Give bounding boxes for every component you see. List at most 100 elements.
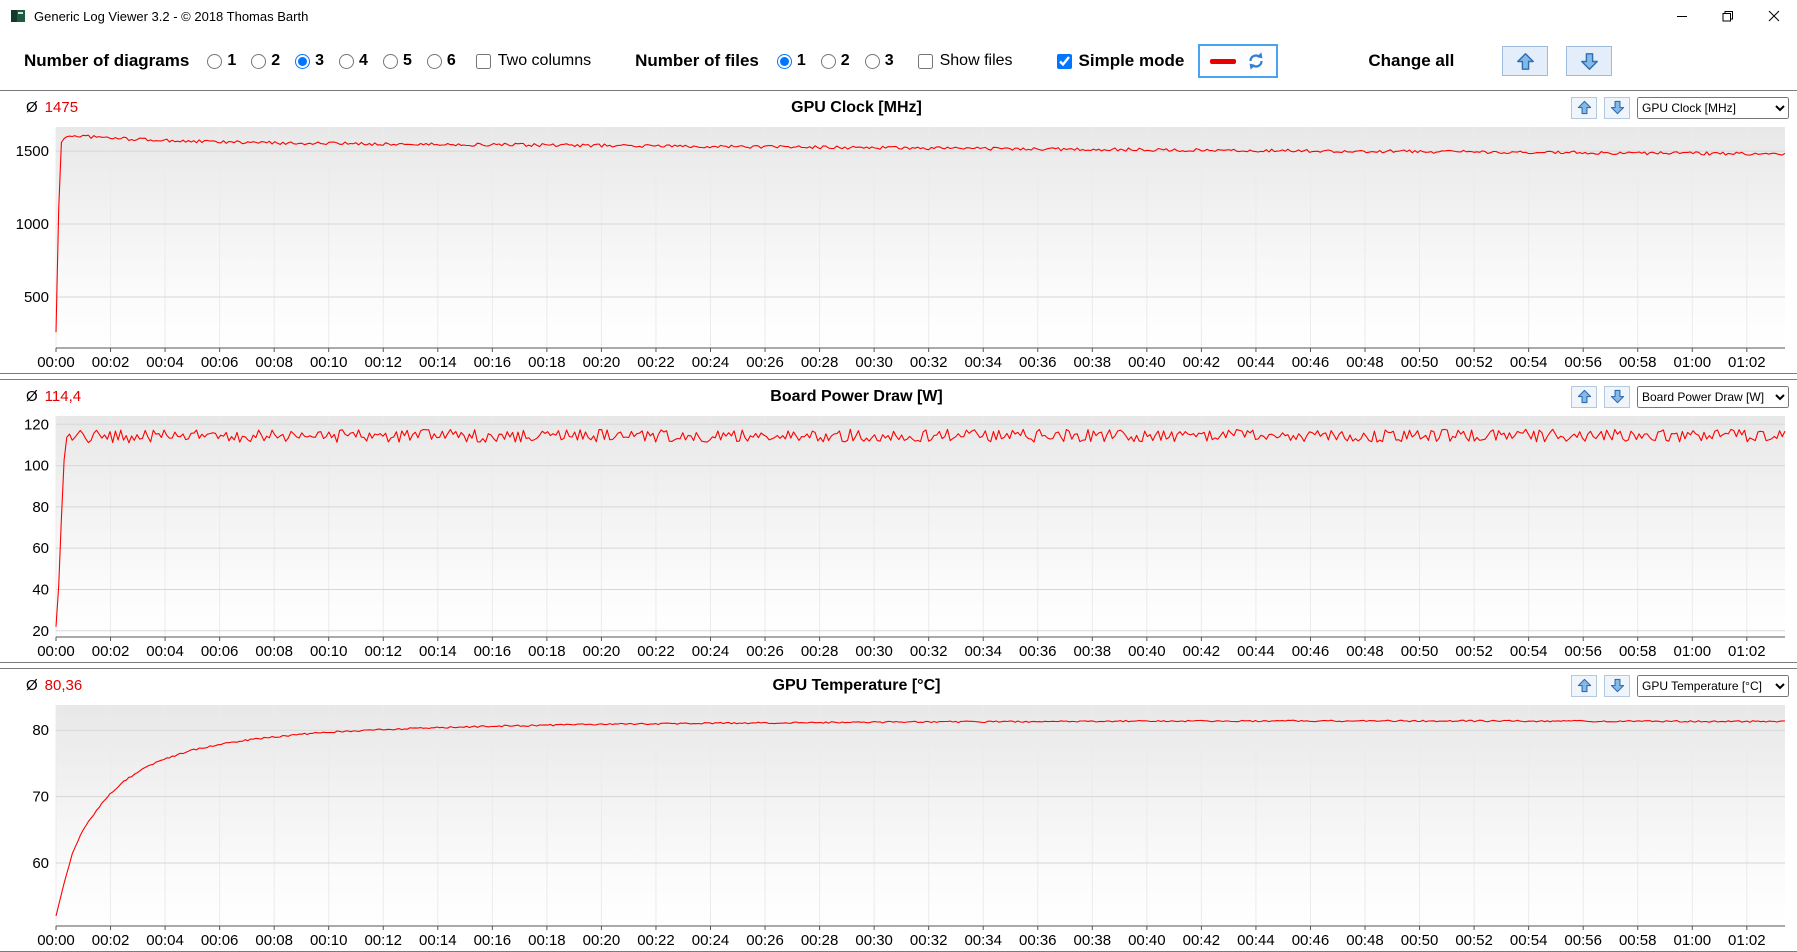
- svg-text:00:04: 00:04: [146, 932, 184, 949]
- svg-text:00:06: 00:06: [201, 643, 239, 660]
- metric-select[interactable]: GPU Temperature [°C]: [1637, 674, 1789, 697]
- svg-text:00:28: 00:28: [801, 932, 839, 949]
- chart-canvas: 00:00 00:02 00:04 00:06 00:08 00:10 00:12 00:14…: [24, 416, 1786, 660]
- diagram-count-option-2[interactable]: 2: [251, 52, 280, 70]
- file-count-option-3[interactable]: 3: [864, 52, 894, 70]
- svg-text:00:58: 00:58: [1619, 932, 1657, 949]
- diagrams-label: Number of diagrams: [24, 51, 190, 70]
- show-files-input[interactable]: [917, 53, 933, 69]
- file-count-radio-2[interactable]: [820, 53, 836, 69]
- maximize-button[interactable]: [1705, 0, 1751, 32]
- svg-text:80: 80: [32, 499, 49, 516]
- chart-area: 00:00 00:02 00:04 00:06 00:08 00:10 00:12 00:14…: [0, 699, 1797, 951]
- move-chart-up-button[interactable]: [1571, 385, 1597, 408]
- svg-text:00:28: 00:28: [801, 354, 839, 371]
- svg-text:00:52: 00:52: [1455, 932, 1493, 949]
- svg-text:00:40: 00:40: [1128, 643, 1166, 660]
- svg-text:1500: 1500: [16, 143, 49, 160]
- svg-text:00:10: 00:10: [310, 354, 348, 371]
- show-files-label: Show files: [939, 52, 1013, 69]
- diagram-count-option-1[interactable]: 1: [207, 52, 236, 70]
- diagram-count-radio-4[interactable]: [339, 53, 355, 69]
- diagram-count-option-6[interactable]: 6: [426, 52, 456, 70]
- diagram-count-group: 1 2 3 4 5 6: [207, 52, 456, 70]
- change-all-label: Change all: [1368, 51, 1455, 70]
- svg-text:00:54: 00:54: [1510, 932, 1548, 949]
- simple-mode-checkbox[interactable]: Simple mode: [1056, 51, 1185, 71]
- diagram-count-radio-1[interactable]: [207, 53, 223, 69]
- change-all-up-button[interactable]: [1502, 46, 1549, 76]
- down-arrow-icon: [1610, 678, 1625, 693]
- svg-text:00:56: 00:56: [1564, 354, 1602, 371]
- svg-text:00:32: 00:32: [910, 643, 948, 660]
- diagram-count-option-5[interactable]: 5: [382, 52, 412, 70]
- svg-text:00:12: 00:12: [364, 643, 402, 660]
- average-symbol: Ø: [26, 677, 38, 694]
- radio-label: 4: [359, 52, 368, 69]
- simple-mode-label: Simple mode: [1078, 51, 1185, 70]
- window-title: Generic Log Viewer 3.2 - © 2018 Thomas B…: [34, 8, 309, 24]
- svg-text:00:22: 00:22: [637, 643, 675, 660]
- svg-text:60: 60: [32, 540, 49, 557]
- window-titlebar: Generic Log Viewer 3.2 - © 2018 Thomas B…: [0, 0, 1797, 32]
- svg-text:00:18: 00:18: [528, 932, 566, 949]
- file-count-option-2[interactable]: 2: [820, 52, 850, 70]
- simple-mode-input[interactable]: [1056, 53, 1072, 69]
- svg-text:00:14: 00:14: [419, 643, 457, 660]
- average-readout: Ø 114,4: [26, 388, 156, 405]
- file-count-option-1[interactable]: 1: [776, 52, 806, 70]
- move-chart-down-button[interactable]: [1604, 385, 1630, 408]
- file-count-radio-3[interactable]: [864, 53, 880, 69]
- average-value: 114,4: [44, 388, 82, 405]
- svg-text:00:30: 00:30: [855, 354, 893, 371]
- file-count-radio-1[interactable]: [776, 53, 792, 69]
- svg-text:00:02: 00:02: [92, 643, 130, 660]
- change-all-down-button[interactable]: [1566, 46, 1613, 76]
- svg-text:00:16: 00:16: [474, 932, 512, 949]
- move-chart-down-button[interactable]: [1604, 674, 1630, 697]
- svg-text:60: 60: [32, 855, 49, 872]
- move-chart-up-button[interactable]: [1571, 96, 1597, 119]
- svg-text:00:50: 00:50: [1401, 354, 1439, 371]
- svg-text:00:38: 00:38: [1074, 643, 1112, 660]
- diagram-count-option-3[interactable]: 3: [295, 52, 324, 70]
- metric-select[interactable]: GPU Clock [MHz]: [1637, 96, 1789, 119]
- svg-text:00:32: 00:32: [910, 932, 948, 949]
- move-chart-up-button[interactable]: [1571, 674, 1597, 697]
- svg-text:00:24: 00:24: [692, 932, 730, 949]
- panel-controls: Board Power Draw [W]: [1557, 385, 1789, 408]
- radio-label: 3: [884, 52, 894, 69]
- minimize-button[interactable]: [1659, 0, 1705, 32]
- svg-text:00:46: 00:46: [1292, 932, 1330, 949]
- svg-text:00:20: 00:20: [583, 932, 621, 949]
- svg-text:01:00: 01:00: [1674, 354, 1712, 371]
- average-symbol: Ø: [26, 388, 38, 405]
- svg-text:00:38: 00:38: [1074, 932, 1112, 949]
- svg-text:00:52: 00:52: [1455, 643, 1493, 660]
- refresh-icon[interactable]: [1246, 51, 1266, 71]
- two-columns-checkbox[interactable]: Two columns: [475, 52, 591, 70]
- svg-text:00:06: 00:06: [201, 932, 239, 949]
- diagram-count-radio-5[interactable]: [382, 53, 398, 69]
- svg-text:01:02: 01:02: [1728, 643, 1766, 660]
- show-files-checkbox[interactable]: Show files: [917, 52, 1013, 70]
- metric-select[interactable]: Board Power Draw [W]: [1637, 385, 1789, 408]
- app-icon: [10, 8, 26, 24]
- svg-text:01:00: 01:00: [1674, 643, 1712, 660]
- svg-text:00:36: 00:36: [1019, 932, 1057, 949]
- two-columns-input[interactable]: [475, 53, 491, 69]
- svg-text:00:50: 00:50: [1401, 932, 1439, 949]
- line-style-refresh-group[interactable]: [1198, 44, 1279, 78]
- toolbar: Number of diagrams 1 2 3 4 5 6 Two colum…: [0, 32, 1797, 90]
- diagram-count-radio-3[interactable]: [295, 53, 311, 69]
- line-color-icon[interactable]: [1210, 58, 1237, 64]
- svg-text:00:16: 00:16: [474, 643, 512, 660]
- diagram-count-radio-2[interactable]: [251, 53, 267, 69]
- diagram-count-option-4[interactable]: 4: [339, 52, 368, 70]
- panel-header: Ø 80,36 GPU Temperature [°C] GPU Temperat…: [0, 669, 1797, 699]
- svg-text:500: 500: [24, 289, 49, 306]
- close-button[interactable]: [1751, 0, 1797, 32]
- svg-text:20: 20: [32, 623, 49, 640]
- diagram-count-radio-6[interactable]: [426, 53, 442, 69]
- move-chart-down-button[interactable]: [1604, 96, 1630, 119]
